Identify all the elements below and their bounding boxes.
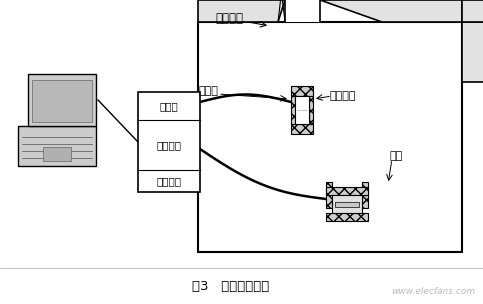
Text: www.elecfans.com: www.elecfans.com — [391, 287, 475, 296]
Bar — [28, 74, 96, 126]
Bar — [309, 96, 313, 124]
Bar — [295, 96, 309, 124]
Text: 图3   实验系统框图: 图3 实验系统框图 — [192, 279, 270, 292]
Bar — [32, 80, 92, 122]
Bar — [335, 202, 359, 207]
Text: 固定螺母: 固定螺母 — [330, 91, 356, 101]
Bar — [362, 182, 368, 208]
Bar — [291, 86, 313, 96]
Bar — [285, 0, 320, 22]
Bar — [326, 213, 368, 221]
Bar — [462, 22, 483, 82]
Polygon shape — [320, 0, 462, 22]
Bar — [291, 124, 313, 134]
Text: 电极: 电极 — [390, 151, 403, 161]
Text: 屏蔽层: 屏蔽层 — [198, 86, 218, 96]
Text: 盛油容器: 盛油容器 — [215, 12, 243, 26]
Text: 上传数据: 上传数据 — [156, 176, 182, 186]
Bar — [198, 22, 462, 252]
Bar — [291, 96, 295, 124]
Bar — [138, 92, 200, 192]
Bar — [326, 182, 332, 208]
Bar — [326, 187, 368, 195]
Bar — [332, 195, 362, 213]
Text: 采集处理: 采集处理 — [156, 140, 182, 150]
Bar — [462, 0, 483, 22]
Text: 预放大: 预放大 — [159, 101, 178, 111]
Polygon shape — [198, 0, 285, 22]
Bar — [18, 126, 96, 166]
Bar — [43, 147, 71, 161]
